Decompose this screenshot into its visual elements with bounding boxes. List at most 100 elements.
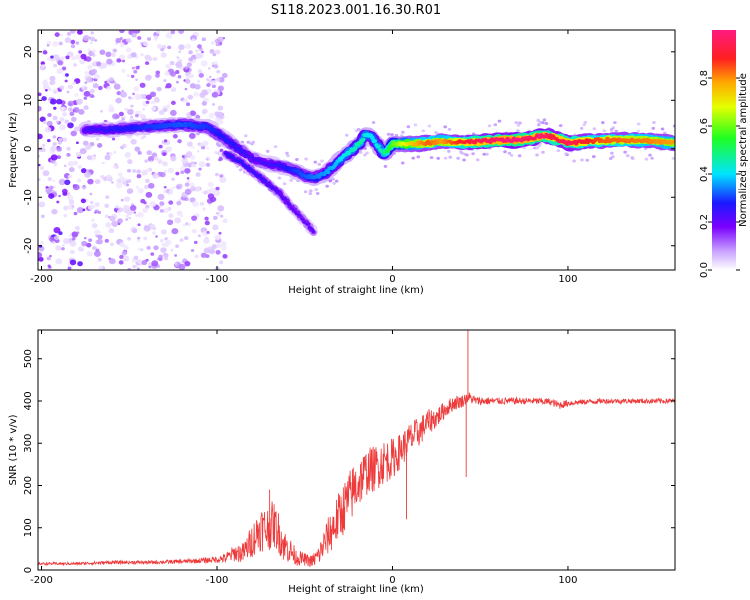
- noise-blob: [108, 104, 114, 109]
- noise-blob: [152, 231, 157, 235]
- noise-blob: [197, 234, 201, 238]
- noise-blob: [585, 158, 590, 162]
- noise-blob: [87, 204, 94, 210]
- noise-blob: [134, 146, 141, 152]
- noise-blob: [73, 63, 78, 67]
- noise-blob: [156, 86, 162, 92]
- noise-blob: [38, 92, 42, 97]
- noise-blob: [49, 98, 57, 105]
- noise-blob: [50, 146, 57, 152]
- noise-blob: [189, 182, 195, 187]
- ridge-mark: [279, 194, 283, 197]
- noise-blob: [183, 98, 188, 103]
- noise-blob: [216, 69, 221, 74]
- noise-blob: [85, 76, 93, 83]
- ridge-mark: [262, 178, 266, 182]
- noise-blob: [53, 163, 57, 167]
- noise-blob: [182, 258, 187, 262]
- noise-blob: [400, 161, 405, 165]
- noise-blob: [72, 160, 79, 166]
- noise-blob: [218, 231, 222, 235]
- noise-blob: [124, 107, 129, 112]
- noise-blob: [63, 213, 68, 218]
- noise-blob: [95, 61, 102, 67]
- noise-blob: [110, 242, 114, 247]
- noise-blob: [86, 242, 92, 248]
- noise-blob: [68, 84, 74, 90]
- ridge-mark: [232, 156, 235, 159]
- ridge-mark: [672, 139, 675, 144]
- noise-blob: [140, 248, 144, 252]
- noise-blob: [157, 257, 161, 261]
- noise-blob: [184, 182, 190, 187]
- noise-blob: [509, 153, 514, 157]
- noise-blob: [211, 61, 215, 65]
- noise-blob: [174, 262, 178, 265]
- noise-blob: [118, 111, 124, 117]
- noise-blob: [582, 123, 587, 127]
- noise-blob: [514, 121, 519, 125]
- noise-blob: [175, 171, 180, 176]
- noise-blob: [188, 50, 193, 55]
- noise-blob: [91, 218, 95, 222]
- noise-blob: [146, 150, 153, 156]
- noise-blob: [185, 79, 191, 84]
- noise-blob: [83, 105, 89, 110]
- noise-blob: [125, 218, 129, 221]
- noise-blob: [206, 146, 209, 150]
- noise-blob: [219, 176, 227, 184]
- noise-blob: [84, 171, 92, 178]
- noise-blob: [140, 53, 144, 57]
- noise-blob: [176, 80, 179, 84]
- noise-blob: [195, 172, 201, 177]
- noise-blob: [80, 53, 87, 60]
- noise-blob: [89, 93, 94, 99]
- noise-blob: [434, 131, 438, 135]
- noise-blob: [195, 52, 203, 60]
- noise-blob: [208, 203, 212, 206]
- noise-blob: [151, 106, 157, 111]
- noise-blob: [105, 222, 112, 228]
- noise-blob: [67, 204, 73, 210]
- noise-blob: [217, 105, 224, 111]
- noise-blob: [69, 240, 77, 247]
- noise-blob: [200, 60, 208, 67]
- noise-blob: [66, 152, 71, 157]
- noise-blob: [188, 57, 193, 62]
- noise-blob: [192, 201, 199, 208]
- noise-blob: [334, 179, 339, 183]
- noise-blob: [165, 63, 171, 69]
- noise-blob: [206, 230, 210, 235]
- noise-blob: [289, 178, 293, 182]
- noise-blob: [217, 85, 224, 92]
- noise-blob: [194, 186, 201, 192]
- noise-blob: [52, 179, 56, 183]
- noise-blob: [150, 99, 156, 105]
- noise-blob: [142, 108, 146, 111]
- noise-blob: [518, 121, 522, 125]
- noise-blob: [137, 212, 144, 218]
- noise-blob: [212, 103, 216, 106]
- noise-blob: [308, 189, 313, 193]
- noise-blob: [80, 198, 86, 204]
- noise-blob: [154, 96, 160, 102]
- noise-blob: [93, 229, 101, 236]
- noise-blob: [130, 74, 135, 78]
- noise-blob: [174, 254, 178, 257]
- noise-blob: [86, 250, 93, 257]
- noise-blob: [187, 223, 191, 227]
- noise-blob: [142, 135, 147, 139]
- noise-blob: [197, 69, 203, 74]
- noise-blob: [482, 152, 486, 156]
- noise-blob: [152, 226, 157, 231]
- noise-blob: [75, 98, 83, 105]
- noise-blob: [137, 187, 145, 194]
- noise-blob: [313, 160, 318, 164]
- noise-blob: [170, 87, 177, 93]
- noise-blob: [104, 203, 110, 208]
- y-tick-label: -10: [23, 189, 34, 205]
- noise-blob: [165, 82, 172, 89]
- noise-blob: [344, 133, 349, 137]
- noise-blob: [558, 124, 563, 128]
- noise-blob: [580, 158, 584, 162]
